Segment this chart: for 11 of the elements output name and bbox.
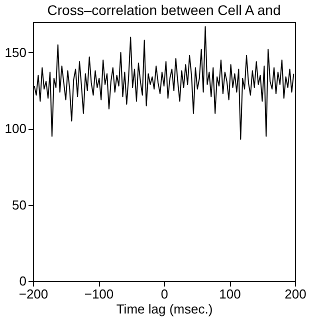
x-tick-label: 200 [284,286,306,302]
x-tick-label: −100 [84,286,114,302]
y-tick-label: 0 [19,274,26,288]
chart-title: Cross–correlation between Cell A and [47,2,281,18]
x-tick-label: 100 [219,286,241,302]
x-tick-label: −200 [18,286,48,302]
y-tick-label: 150 [4,44,26,60]
y-tick-label: 100 [4,121,26,136]
x-axis-title: Time lag (msec.) [116,302,213,316]
x-tick-label: 0 [160,286,168,302]
y-tick-label: 50 [12,197,26,212]
